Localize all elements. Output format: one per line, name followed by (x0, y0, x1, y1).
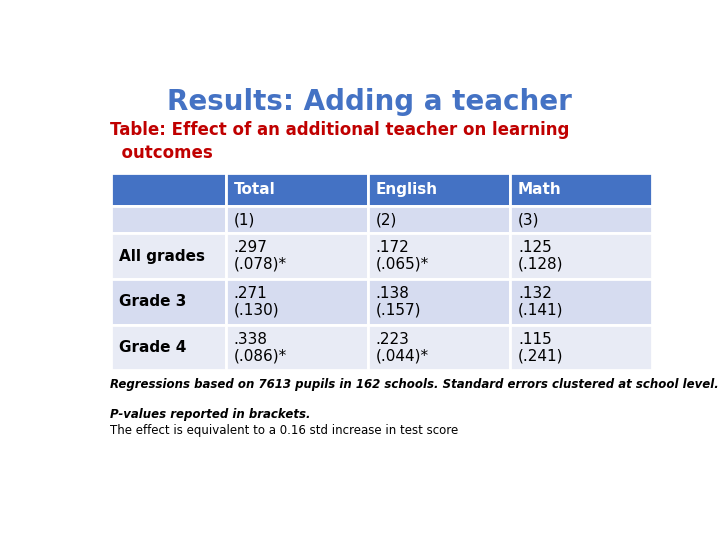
Text: (.241): (.241) (518, 348, 564, 363)
Bar (111, 173, 225, 206)
Text: (.044)*: (.044)* (376, 348, 429, 363)
Bar (111, 279, 225, 325)
Bar (111, 233, 225, 279)
Text: Grade 3: Grade 3 (119, 294, 186, 309)
Text: All grades: All grades (119, 248, 205, 264)
Text: (.128): (.128) (518, 257, 564, 272)
Text: .115: .115 (518, 332, 552, 347)
Bar (368, 173, 510, 206)
Bar (510, 325, 652, 370)
Text: .338: .338 (233, 332, 267, 347)
Text: outcomes: outcomes (109, 144, 212, 162)
Text: Math: Math (518, 182, 562, 197)
Text: .172: .172 (376, 240, 410, 255)
Text: .125: .125 (518, 240, 552, 255)
Text: .132: .132 (518, 286, 552, 301)
Bar (368, 325, 510, 370)
Text: (.141): (.141) (518, 302, 564, 318)
Bar (111, 206, 225, 233)
Text: Grade 4: Grade 4 (119, 340, 186, 355)
Text: .223: .223 (376, 332, 410, 347)
Bar (225, 206, 368, 233)
Bar (368, 206, 510, 233)
Text: .297: .297 (233, 240, 267, 255)
Text: (3): (3) (518, 212, 539, 227)
Bar (368, 233, 510, 279)
Bar (225, 233, 368, 279)
Text: (2): (2) (376, 212, 397, 227)
Text: (.065)*: (.065)* (376, 257, 429, 272)
Bar (368, 279, 510, 325)
Bar (225, 279, 368, 325)
Text: Regressions based on 7613 pupils in 162 schools. Standard errors clustered at sc: Regressions based on 7613 pupils in 162 … (109, 378, 719, 391)
Bar (225, 173, 368, 206)
Text: (.078)*: (.078)* (233, 257, 287, 272)
Text: Total: Total (233, 182, 275, 197)
Text: Results: Adding a teacher: Results: Adding a teacher (166, 87, 572, 116)
Bar (510, 173, 652, 206)
Bar (111, 325, 225, 370)
Text: (1): (1) (233, 212, 255, 227)
Bar (510, 233, 652, 279)
Bar (225, 325, 368, 370)
Text: English: English (376, 182, 438, 197)
Text: (.086)*: (.086)* (233, 348, 287, 363)
Text: P-values reported in brackets.: P-values reported in brackets. (109, 408, 310, 421)
Text: .138: .138 (376, 286, 410, 301)
Bar (510, 279, 652, 325)
Text: (.130): (.130) (233, 302, 279, 318)
Text: Table: Effect of an additional teacher on learning: Table: Effect of an additional teacher o… (109, 121, 569, 139)
Text: The effect is equivalent to a 0.16 std increase in test score: The effect is equivalent to a 0.16 std i… (109, 424, 458, 437)
Bar (510, 206, 652, 233)
Text: (.157): (.157) (376, 302, 421, 318)
Text: .271: .271 (233, 286, 267, 301)
